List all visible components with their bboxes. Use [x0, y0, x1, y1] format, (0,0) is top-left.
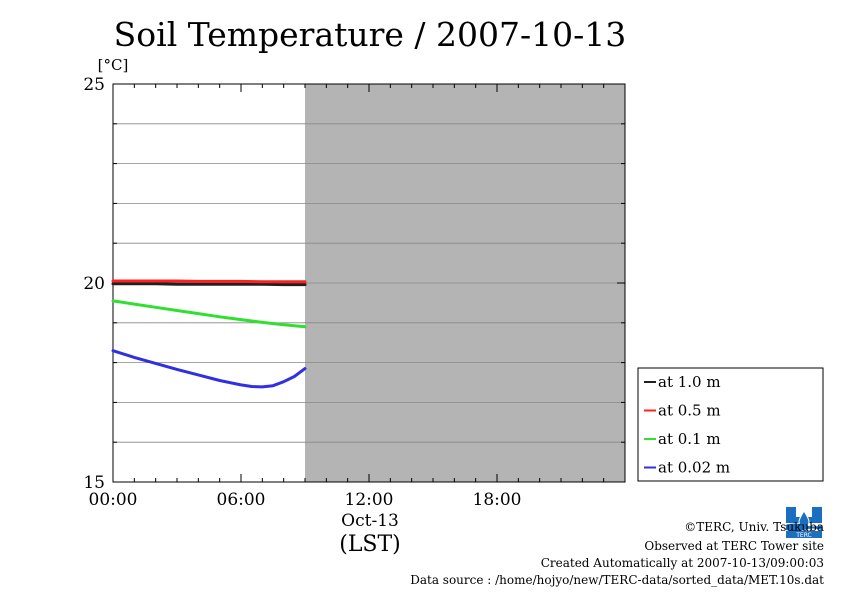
legend-entry: at 0.02 m [658, 459, 730, 477]
x-tick-label: 06:00 [217, 490, 266, 510]
created-text: Created Automatically at 2007-10-13/09:0… [540, 556, 824, 570]
series-lines [111, 279, 307, 389]
y-tick-label: 25 [83, 75, 105, 95]
x-tick-label: 18:00 [473, 490, 522, 510]
series-line [111, 279, 307, 284]
legend-entry: at 0.1 m [658, 430, 721, 448]
x-tick-label: 00:00 [89, 490, 138, 510]
y-tick-label: 20 [83, 274, 105, 294]
x-axis-date-label: Oct-13 [341, 511, 399, 531]
terc-logo-icon: TERC [784, 503, 824, 539]
y-tick-label: 15 [83, 473, 105, 493]
y-axis-unit-label: [°C] [98, 56, 129, 74]
x-axis-label: (LST) [339, 532, 401, 557]
svg-text:TERC: TERC [795, 532, 812, 539]
chart-title: Soil Temperature / 2007-10-13 [114, 15, 627, 54]
series-line [111, 282, 307, 287]
legend-box [637, 367, 824, 482]
legend-entry: at 1.0 m [658, 373, 721, 391]
legend-entry: at 0.5 m [658, 402, 721, 420]
axis-ticks [112, 83, 626, 483]
tick-labels: 15 20 25 00:00 06:00 12:00 18:00 [83, 75, 521, 510]
series-line [111, 299, 307, 329]
series-line [111, 349, 307, 389]
x-tick-label: 12:00 [345, 490, 394, 510]
copyright-text: ©TERC, Univ. Tsukuba [684, 520, 824, 534]
data-source-text: Data source : /home/hojyo/new/TERC-data/… [410, 573, 824, 587]
site-text: Observed at TERC Tower site [644, 539, 824, 553]
legend: at 1.0 m at 0.5 m at 0.1 m at 0.02 m [637, 367, 824, 482]
